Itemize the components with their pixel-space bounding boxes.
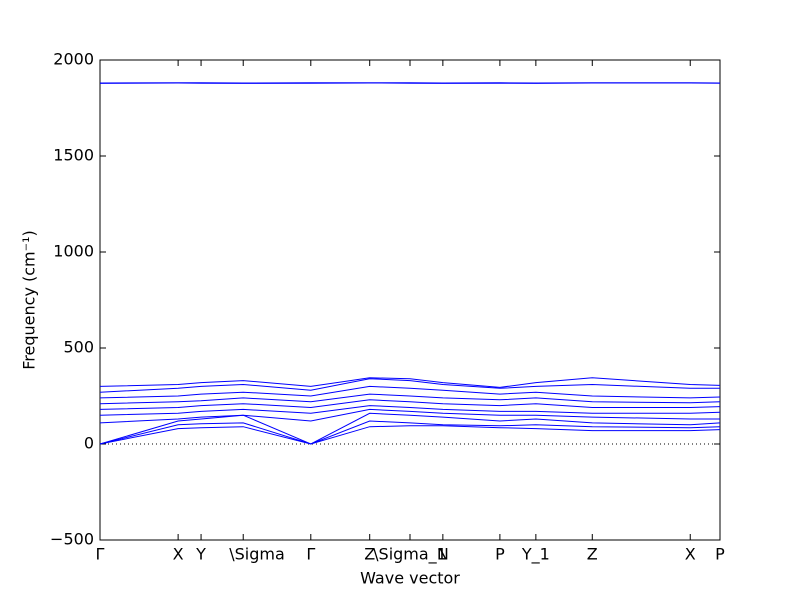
band-line bbox=[99, 412, 721, 445]
band-line bbox=[99, 385, 721, 399]
x-tick-label: X bbox=[685, 545, 696, 564]
plot-frame bbox=[99, 59, 721, 541]
y-tick-label: 0 bbox=[84, 434, 94, 453]
x-tick-label: Y bbox=[195, 545, 206, 564]
y-tick-label: 1000 bbox=[53, 242, 94, 261]
x-tick-label: P bbox=[715, 545, 725, 564]
y-tick-label: 1500 bbox=[53, 146, 94, 165]
y-tick-label: 2000 bbox=[53, 50, 94, 69]
y-tick-label: 500 bbox=[63, 338, 94, 357]
band-line bbox=[99, 420, 721, 445]
band-line bbox=[99, 425, 721, 445]
x-tick-label: Z bbox=[364, 545, 375, 564]
x-tick-label: Y_1 bbox=[521, 545, 550, 565]
x-tick-label: Γ bbox=[306, 545, 315, 564]
x-tick-label: \Sigma_1 bbox=[373, 545, 447, 565]
y-tick-label: −500 bbox=[50, 530, 94, 549]
x-tick-label: \Sigma bbox=[229, 545, 285, 564]
band-line bbox=[99, 405, 721, 416]
x-axis-label: Wave vector bbox=[360, 569, 460, 588]
y-axis-label: Frequency (cm⁻¹) bbox=[20, 230, 39, 369]
band-line bbox=[99, 408, 720, 424]
band-line bbox=[99, 378, 720, 393]
x-tick-label: Γ bbox=[96, 545, 105, 564]
x-tick-label: N bbox=[437, 545, 449, 564]
band-line bbox=[99, 393, 721, 405]
x-tick-label: X bbox=[173, 545, 184, 564]
band-line bbox=[99, 399, 721, 410]
x-tick-label: Z bbox=[587, 545, 598, 564]
band-line bbox=[99, 377, 721, 388]
x-tick-label: P bbox=[495, 545, 505, 564]
